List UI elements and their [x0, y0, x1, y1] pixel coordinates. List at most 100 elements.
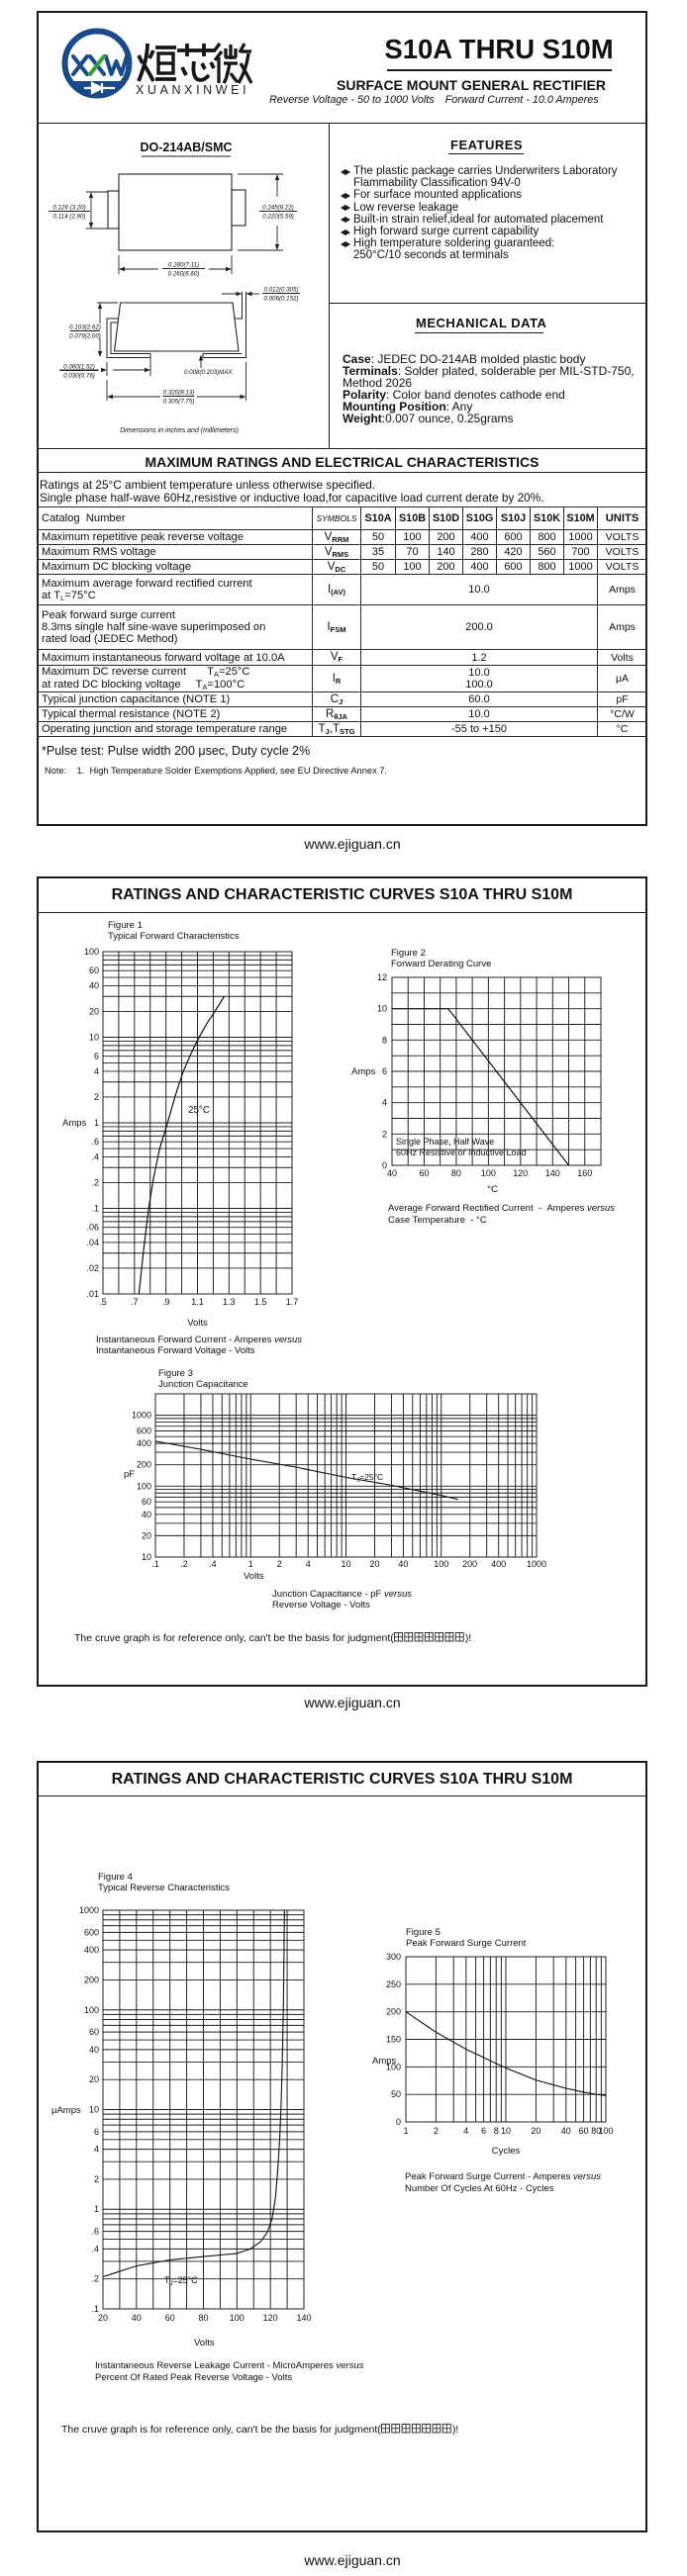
svg-text:Junction Capacitance - pF vers: Junction Capacitance - pF versus — [272, 1589, 412, 1600]
svg-text:250: 250 — [386, 1979, 401, 1989]
svg-text:0.006(0.152): 0.006(0.152) — [263, 296, 298, 303]
svg-text:.2: .2 — [180, 1559, 188, 1569]
svg-text:10: 10 — [89, 1033, 99, 1043]
svg-text:4: 4 — [306, 1559, 311, 1569]
svg-text:Cycles: Cycles — [492, 2146, 521, 2157]
svg-text:10: 10 — [142, 1552, 151, 1562]
svg-text:120: 120 — [263, 2313, 278, 2323]
svg-text:2: 2 — [434, 2126, 439, 2136]
svg-text:0.079(2.00): 0.079(2.00) — [69, 333, 101, 340]
svg-text:.1: .1 — [91, 2304, 99, 2314]
svg-text:60: 60 — [419, 1168, 429, 1178]
svg-text:200: 200 — [84, 1975, 99, 1984]
svg-text:1000: 1000 — [132, 1411, 151, 1421]
svg-text:.4: .4 — [91, 2244, 99, 2254]
svg-text:6: 6 — [382, 1066, 387, 1076]
svg-text:25°C: 25°C — [188, 1105, 210, 1116]
svg-text:600: 600 — [137, 1426, 151, 1436]
svg-text:°C: °C — [487, 1184, 498, 1195]
svg-text:Peak Forward Surge Current - A: Peak Forward Surge Current - Amperes ver… — [405, 2171, 601, 2182]
svg-text:0: 0 — [382, 1160, 387, 1170]
svg-text:Figure 5: Figure 5 — [406, 1927, 441, 1938]
svg-text:40: 40 — [89, 2045, 99, 2055]
svg-text:μAmps: μAmps — [51, 2105, 81, 2116]
svg-text:60: 60 — [579, 2126, 589, 2136]
svg-text:0.114 (2.90): 0.114 (2.90) — [53, 214, 86, 221]
svg-text:0.305(7.75): 0.305(7.75) — [163, 399, 195, 406]
svg-text:.4: .4 — [91, 1151, 99, 1161]
svg-text:0.320(8.13): 0.320(8.13) — [163, 389, 195, 396]
svg-text:600: 600 — [84, 1927, 99, 1937]
svg-text:4: 4 — [94, 1066, 99, 1076]
svg-text:TJ=25°C: TJ=25°C — [351, 1472, 383, 1484]
svg-text:60: 60 — [165, 2313, 175, 2323]
svg-text:Amps: Amps — [351, 1066, 376, 1077]
svg-text:40: 40 — [132, 2313, 142, 2323]
svg-text:1000: 1000 — [527, 1559, 546, 1569]
svg-text:.6: .6 — [91, 2227, 99, 2237]
svg-text:100: 100 — [84, 2005, 99, 2015]
svg-text:Number Of Cycles At 60Hz - Cyc: Number Of Cycles At 60Hz - Cycles — [405, 2183, 554, 2194]
svg-text:120: 120 — [513, 1168, 528, 1178]
svg-text:10: 10 — [341, 1559, 350, 1569]
svg-text:100: 100 — [386, 2062, 401, 2071]
svg-text:Instantaneous Forward Current: Instantaneous Forward Current - Amperes … — [96, 1334, 302, 1345]
svg-text:Typical Reverse Characteristic: Typical Reverse Characteristics — [98, 1883, 230, 1893]
svg-text:1.3: 1.3 — [223, 1297, 236, 1307]
svg-text:0.030(0.76): 0.030(0.76) — [63, 373, 95, 380]
svg-text:Amps: Amps — [62, 1118, 87, 1129]
svg-text:Figure 4: Figure 4 — [98, 1872, 133, 1883]
svg-text:0.103(2.62): 0.103(2.62) — [69, 323, 101, 330]
svg-text:Single Phase, Half Wave: Single Phase, Half Wave — [396, 1137, 494, 1147]
svg-text:1: 1 — [94, 1118, 99, 1128]
svg-text:Percent Of Rated Peak Reverse: Percent Of Rated Peak Reverse Voltage - … — [95, 2372, 292, 2383]
svg-text:1.5: 1.5 — [254, 1297, 267, 1307]
svg-text:8: 8 — [382, 1035, 387, 1045]
svg-text:Average Forward Rectified Curr: Average Forward Rectified Current - Ampe… — [388, 1203, 615, 1214]
svg-text:1: 1 — [403, 2126, 408, 2136]
svg-text:60Hz Resistive or Inductive Lo: 60Hz Resistive or Inductive Load — [396, 1148, 527, 1157]
svg-text:20: 20 — [89, 2074, 99, 2084]
svg-text:20: 20 — [89, 1007, 99, 1017]
svg-text:2: 2 — [277, 1559, 282, 1569]
svg-text:6: 6 — [481, 2126, 486, 2136]
svg-text:40: 40 — [89, 980, 99, 990]
svg-text:140: 140 — [296, 2313, 311, 2323]
svg-text:2: 2 — [94, 1092, 99, 1102]
svg-text:12: 12 — [377, 972, 387, 982]
svg-text:400: 400 — [491, 1559, 506, 1569]
svg-text:0.220(5.59): 0.220(5.59) — [262, 214, 294, 221]
svg-text:Case Temperature - °C: Case Temperature - °C — [388, 1215, 487, 1226]
svg-text:0.008(0.203)MAX.: 0.008(0.203)MAX. — [184, 369, 234, 376]
svg-text:400: 400 — [137, 1438, 151, 1448]
svg-text:300: 300 — [386, 1952, 401, 1962]
svg-text:100: 100 — [434, 1559, 448, 1569]
svg-text:1000: 1000 — [79, 1905, 99, 1915]
svg-text:Amps: Amps — [372, 2056, 397, 2067]
svg-text:80: 80 — [591, 2126, 601, 2136]
svg-text:0.260(6.60): 0.260(6.60) — [168, 271, 200, 278]
svg-text:Peak Forward Surge Current: Peak Forward Surge Current — [406, 1938, 527, 1949]
svg-text:.06: .06 — [86, 1223, 99, 1233]
svg-text:150: 150 — [386, 2035, 401, 2045]
svg-text:50: 50 — [391, 2089, 401, 2099]
svg-text:10: 10 — [89, 2105, 99, 2115]
svg-text:160: 160 — [577, 1168, 592, 1178]
svg-text:1.1: 1.1 — [191, 1297, 204, 1307]
svg-text:Typical Forward Characteristic: Typical Forward Characteristics — [108, 931, 240, 942]
svg-text:Figure 3: Figure 3 — [158, 1368, 193, 1379]
svg-text:100: 100 — [230, 2313, 245, 2323]
svg-text:Junction Capacitance: Junction Capacitance — [158, 1379, 248, 1390]
svg-text:.02: .02 — [86, 1263, 99, 1273]
svg-text:2: 2 — [94, 2174, 99, 2184]
svg-text:10: 10 — [377, 1004, 387, 1014]
svg-text:6: 6 — [94, 1052, 99, 1061]
svg-text:8: 8 — [494, 2126, 499, 2136]
svg-text:Volts: Volts — [194, 2338, 215, 2348]
svg-text:20: 20 — [531, 2126, 540, 2136]
svg-text:.1: .1 — [151, 1559, 159, 1569]
svg-text:140: 140 — [545, 1168, 560, 1178]
svg-text:Instantaneous Forward Voltage: Instantaneous Forward Voltage - Volts — [96, 1345, 255, 1356]
svg-text:Instantaneous Reverse Leakage: Instantaneous Reverse Leakage Current - … — [95, 2360, 364, 2371]
svg-text:1.7: 1.7 — [286, 1297, 299, 1307]
